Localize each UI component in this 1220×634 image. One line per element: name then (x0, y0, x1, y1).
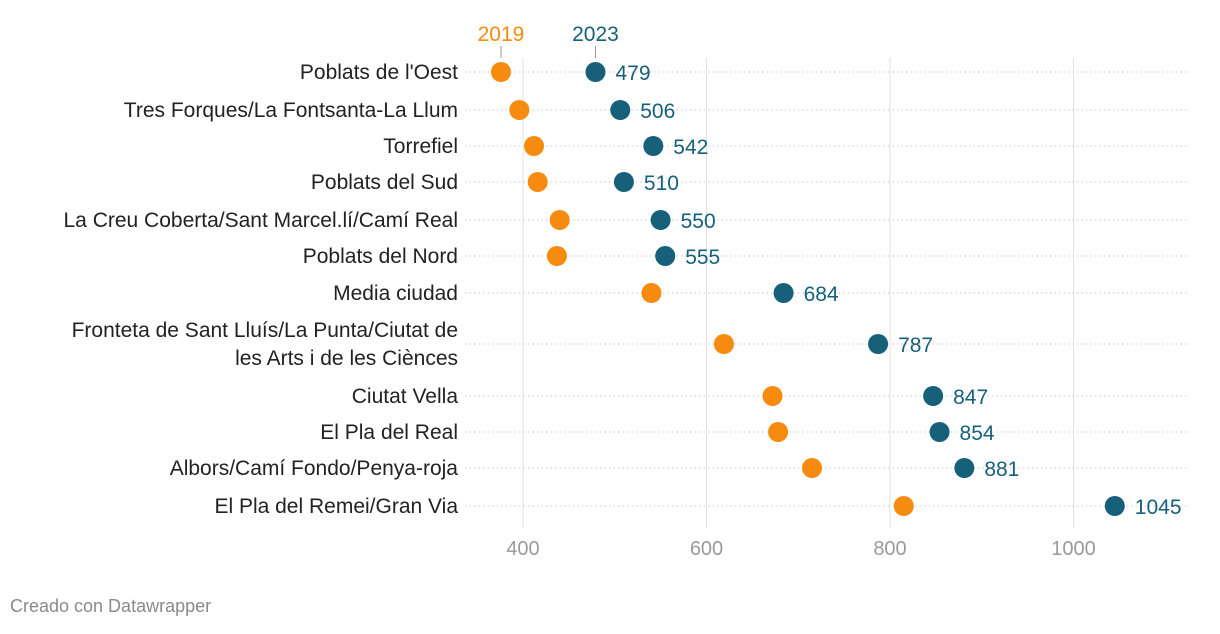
dot-2019 (546, 246, 567, 266)
row-label: La Creu Coberta/Sant Marcel.lí/Camí Real (64, 209, 459, 232)
value-label-2023: 847 (953, 386, 988, 409)
credit-text: Creado con Datawrapper (10, 596, 212, 616)
row-label: Fronteta de Sant Lluís/La Punta/Ciutat d… (72, 319, 458, 342)
dot-2023 (1104, 496, 1125, 516)
row-label: Poblats del Sud (311, 171, 458, 194)
dot-2023 (613, 172, 634, 192)
value-label-2023: 684 (804, 283, 839, 306)
value-label-2023: 787 (898, 334, 933, 357)
x-tick-label: 1000 (1051, 538, 1096, 560)
dot-2023 (585, 62, 606, 82)
dot-2019 (713, 334, 734, 354)
dot-2019 (762, 386, 783, 406)
dot-2019 (509, 100, 530, 120)
x-tick-label: 800 (873, 538, 906, 560)
row-label: Media ciudad (333, 282, 458, 305)
value-label-2023: 510 (644, 172, 679, 195)
dot-2023 (773, 283, 794, 303)
value-label-2023: 479 (615, 62, 650, 85)
x-tick-label: 600 (690, 538, 723, 560)
legend-label-2019: 2019 (478, 23, 525, 46)
value-label-2023: 506 (640, 100, 675, 123)
dot-2019 (641, 283, 662, 303)
value-label-2023: 550 (681, 210, 716, 233)
row-label: Poblats de l'Oest (300, 61, 458, 84)
dot-2019 (768, 422, 789, 442)
dot-2023 (923, 386, 944, 406)
dot-2019 (549, 210, 570, 230)
row-label: les Arts i de les Ciènces (235, 347, 458, 370)
row-label: El Pla del Remei/Gran Via (214, 495, 458, 518)
dot-2023 (655, 246, 676, 266)
dot-2023 (650, 210, 671, 230)
row-label: Albors/Camí Fondo/Penya-roja (170, 457, 459, 480)
x-axis: 400 600 800 1000 (506, 538, 1095, 560)
x-tick-label: 400 (506, 538, 539, 560)
row-label: Torrefiel (383, 135, 458, 158)
legend-label-2023: 2023 (572, 23, 619, 46)
legend: 2019 2023 (478, 23, 619, 58)
dot-2019 (524, 136, 545, 156)
row-label: Tres Forques/La Fontsanta-La Llum (124, 99, 458, 122)
dot-2019 (490, 62, 511, 82)
dot-2023 (929, 422, 950, 442)
dot-2023 (643, 136, 664, 156)
row-label: Ciutat Vella (352, 385, 459, 408)
dot-2023 (610, 100, 631, 120)
row-label: El Pla del Real (320, 421, 458, 444)
value-label-2023: 1045 (1135, 496, 1182, 519)
row-label: Poblats del Nord (303, 245, 458, 268)
dot-2019 (893, 496, 914, 516)
dot-2023 (954, 458, 975, 478)
dot-2023 (868, 334, 889, 354)
dot-2019 (802, 458, 823, 478)
value-label-2023: 555 (685, 246, 720, 269)
value-label-2023: 881 (984, 458, 1019, 481)
rows-layer: Poblats de l'Oest 479 Tres Forques/La Font… (64, 61, 1182, 519)
dot-2019 (527, 172, 548, 192)
value-label-2023: 542 (673, 136, 708, 159)
value-label-2023: 854 (960, 422, 995, 445)
